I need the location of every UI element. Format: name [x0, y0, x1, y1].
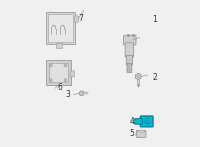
FancyBboxPatch shape [140, 116, 153, 127]
Text: 2: 2 [152, 73, 157, 82]
Bar [84, 92, 88, 94]
Bar [49, 63, 68, 82]
FancyBboxPatch shape [126, 55, 132, 65]
Text: 6: 6 [58, 83, 63, 92]
Bar [56, 43, 62, 48]
Text: 1: 1 [152, 15, 157, 24]
Circle shape [64, 79, 67, 82]
Circle shape [81, 92, 83, 94]
Circle shape [49, 64, 52, 67]
Circle shape [49, 79, 52, 82]
Ellipse shape [137, 130, 145, 132]
Text: 4: 4 [130, 117, 135, 126]
Circle shape [64, 64, 67, 67]
FancyBboxPatch shape [127, 64, 132, 72]
Polygon shape [135, 73, 141, 80]
FancyBboxPatch shape [70, 71, 75, 77]
Text: 7: 7 [79, 14, 84, 23]
Bar [127, 34, 129, 36]
Text: 3: 3 [65, 90, 70, 99]
Text: 5: 5 [130, 129, 135, 138]
FancyBboxPatch shape [124, 35, 136, 45]
FancyBboxPatch shape [75, 16, 78, 22]
Bar [46, 12, 75, 44]
Polygon shape [79, 91, 84, 96]
Bar [48, 14, 73, 42]
Circle shape [145, 118, 150, 124]
FancyBboxPatch shape [136, 130, 146, 137]
Bar [46, 60, 71, 85]
Bar [137, 79, 139, 85]
FancyBboxPatch shape [125, 43, 134, 57]
Bar [132, 34, 134, 36]
Circle shape [137, 75, 139, 77]
FancyBboxPatch shape [135, 119, 142, 124]
Circle shape [146, 120, 149, 122]
Bar [138, 84, 139, 87]
